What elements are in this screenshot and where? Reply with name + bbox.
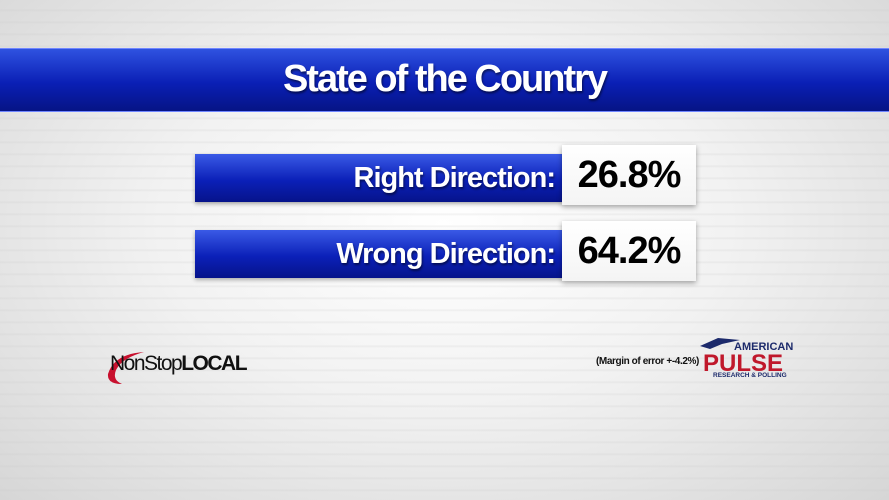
title: State of the Country (282, 58, 608, 100)
logo-text-bold: LOCAL (181, 352, 247, 375)
row-value: 26.8% (562, 145, 696, 205)
row-bar: Wrong Direction: (195, 230, 563, 278)
pollster-name: PULSE (703, 350, 784, 377)
row-label: Right Direction: (353, 162, 556, 194)
pollster-tagline: RESEARCH & POLLING (713, 372, 787, 379)
pollster-name: AMERICAN (734, 341, 794, 353)
station-logo: NonStopLOCAL (110, 352, 248, 376)
margin-of-error: (Margin of error +-4.2%) (596, 356, 699, 367)
row-label: Wrong Direction: (336, 238, 556, 270)
logo-swoosh (107, 352, 144, 384)
row-value: 64.2% (562, 221, 696, 281)
eagle-icon (700, 338, 740, 349)
title-bar (0, 48, 889, 112)
logo-text: NonStop (110, 352, 183, 375)
row-bar: Right Direction: (195, 154, 563, 202)
